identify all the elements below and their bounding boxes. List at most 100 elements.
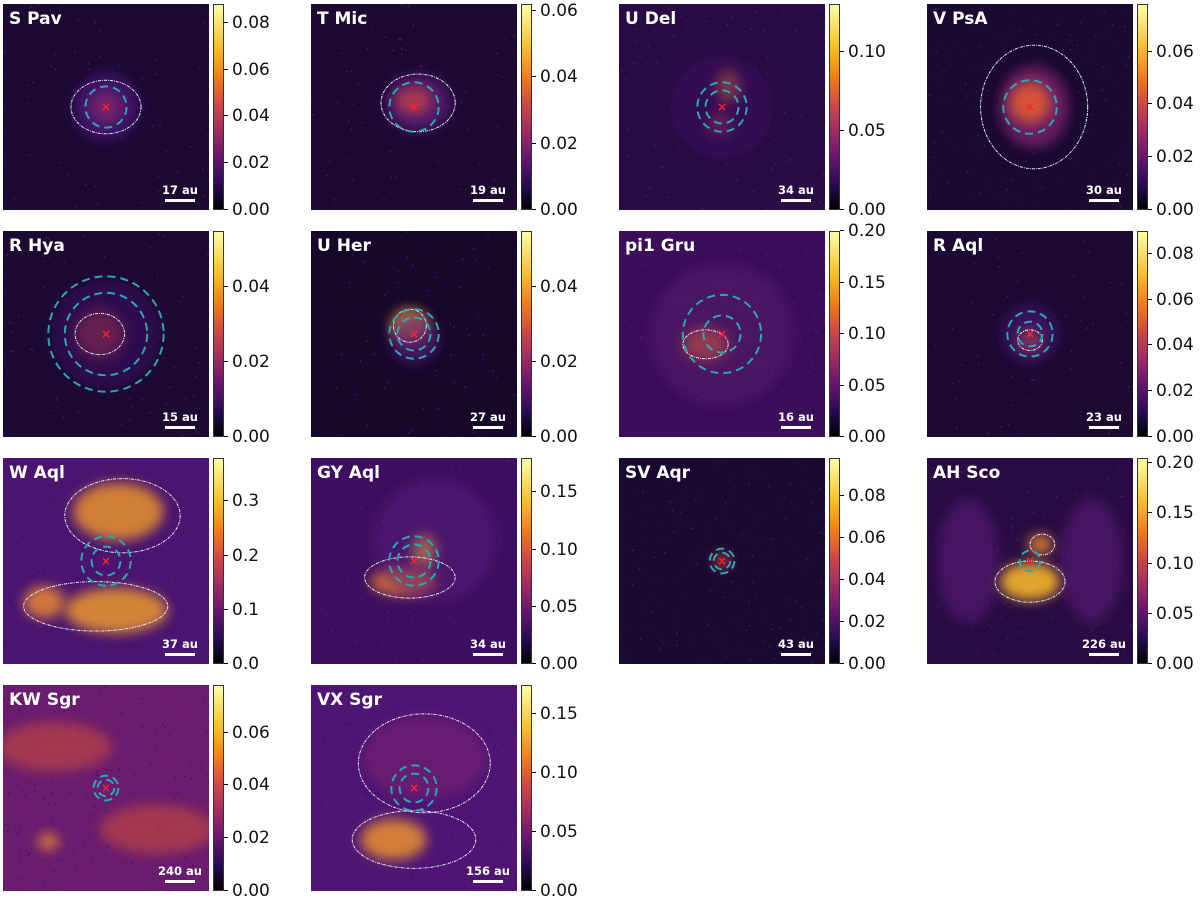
colorbar-tick-mark xyxy=(1148,390,1152,392)
colorbar-tick-mark xyxy=(224,209,228,210)
colorbar-tick: 0.08 xyxy=(1148,244,1200,264)
chart-panel: × KW Sgr 240 au 0.00 0.02 0.04 0.06 xyxy=(3,685,293,901)
colorbar-tick: 0.04 xyxy=(840,570,900,590)
colorbar-tick-mark xyxy=(1148,462,1152,464)
colorbar-tick-mark xyxy=(224,890,228,891)
emission-region xyxy=(372,478,497,603)
colorbar-tick-label: 0.00 xyxy=(540,200,578,220)
colorbar-ticks: 0.00 0.05 0.10 0.15 xyxy=(532,458,592,674)
colorbar-tick-label: 0.05 xyxy=(848,375,886,396)
colorbar-tick-label: 0.04 xyxy=(540,67,578,88)
scale-bar-label: 30 au xyxy=(1086,183,1122,197)
panel-title: T Mic xyxy=(317,9,368,29)
emission-region xyxy=(999,563,1061,601)
colorbar-tick-label: 0.15 xyxy=(540,482,578,503)
colorbar-tick-label: 0.00 xyxy=(848,654,886,674)
chart-panel: × U Her 27 au 0.00 0.02 0.04 xyxy=(311,231,601,447)
panel-title: S Pav xyxy=(9,9,62,29)
colorbar-tick-mark xyxy=(224,162,228,164)
colorbar-tick-label: 0.10 xyxy=(848,324,886,344)
contour-line xyxy=(392,308,427,343)
colorbar-tick: 0.06 xyxy=(1148,42,1200,62)
colorbar-tick-mark xyxy=(840,494,844,496)
dashed-ring xyxy=(388,81,440,133)
colorbar xyxy=(1137,458,1148,664)
contour-line xyxy=(682,329,729,360)
colorbar-tick-mark xyxy=(1148,50,1152,52)
colorbar-tick: 0.15 xyxy=(532,482,592,502)
colorbar-tick-mark xyxy=(840,578,844,580)
colorbar-tick-label: 0.04 xyxy=(1156,335,1194,356)
scale-bar-line xyxy=(781,653,811,656)
emission-region xyxy=(360,818,427,861)
colorbar-tick-label: 0.04 xyxy=(1156,94,1194,115)
colorbar-tick: 0.00 xyxy=(532,427,592,447)
colorbar-tick-label: 0.02 xyxy=(232,352,270,373)
scale-bar: 156 au xyxy=(466,864,510,883)
colorbar-tick: 0.06 xyxy=(1148,290,1200,310)
heatmap-svg: × xyxy=(311,4,517,210)
star-position-marker: × xyxy=(409,781,419,795)
emission-region xyxy=(1001,305,1059,363)
colorbar xyxy=(1137,231,1148,437)
contour-line xyxy=(74,312,126,356)
colorbar-tick-label: 0.00 xyxy=(540,427,578,447)
emission-region xyxy=(3,722,113,772)
colorbar xyxy=(213,231,224,437)
colorbar-tick-label: 0.04 xyxy=(540,277,578,298)
star-position-marker: × xyxy=(1025,554,1035,568)
heatmap-image: × SV Aqr 43 au xyxy=(619,458,825,664)
colorbar-tick-mark xyxy=(224,663,228,664)
colorbar-tick-label: 0.04 xyxy=(232,277,270,298)
colorbar xyxy=(829,4,840,210)
scale-bar-label: 17 au xyxy=(162,183,198,197)
colorbar-tick: 0.00 xyxy=(840,427,900,447)
scale-bar-label: 226 au xyxy=(1082,637,1126,651)
heatmap-image: × pi1 Gru 16 au xyxy=(619,231,825,437)
scale-bar-line xyxy=(473,199,503,202)
dashed-ring xyxy=(702,314,742,354)
panel-title: R Hya xyxy=(9,236,65,256)
colorbar-tick: 0.05 xyxy=(840,121,900,141)
panel-title: SV Aqr xyxy=(625,463,691,483)
dashed-ring xyxy=(712,551,732,571)
colorbar-ticks: 0.00 0.02 0.04 0.06 0.08 xyxy=(224,4,284,220)
star-position-marker: × xyxy=(1025,100,1035,114)
colorbar-tick: 0.02 xyxy=(1148,381,1200,401)
star-position-marker: × xyxy=(717,554,727,568)
colorbar-tick: 0.00 xyxy=(532,654,592,674)
emission-region xyxy=(1060,499,1123,623)
colorbar-tick-mark xyxy=(532,713,536,715)
heatmap-svg: × xyxy=(927,4,1133,210)
scale-bar: 37 au xyxy=(162,637,198,656)
emission-region xyxy=(23,585,65,619)
colorbar-tick: 0.3 xyxy=(224,491,284,511)
scale-bar-label: 34 au xyxy=(778,183,814,197)
scale-bar-line xyxy=(165,426,195,429)
colorbar-tick-mark xyxy=(1148,512,1152,514)
scale-bar-label: 19 au xyxy=(470,183,506,197)
emission-region xyxy=(937,499,1000,623)
scale-bar-line xyxy=(781,199,811,202)
scale-bar: 30 au xyxy=(1086,183,1122,202)
colorbar-ticks: 0.00 0.05 0.10 0.15 xyxy=(532,685,592,901)
colorbar xyxy=(521,4,532,210)
colorbar-tick-mark xyxy=(532,663,536,664)
colorbar-tick-label: 0.06 xyxy=(540,0,578,21)
colorbar-tick: 0.15 xyxy=(1148,503,1200,523)
dashed-ring xyxy=(398,772,430,804)
colorbar-tick: 0.15 xyxy=(840,273,900,293)
heatmap-svg: × xyxy=(311,458,517,664)
colorbar-tick-label: 0.00 xyxy=(540,654,578,674)
colorbar xyxy=(213,4,224,210)
heatmap-svg: × xyxy=(927,231,1133,437)
star-position-marker: × xyxy=(409,327,419,341)
scale-bar: 15 au xyxy=(162,410,198,429)
colorbar-tick: 0.05 xyxy=(532,822,592,842)
chart-panel: × U Del 34 au 0.00 0.05 0.10 xyxy=(619,4,909,220)
heatmap-image: × R Aql 23 au xyxy=(927,231,1133,437)
heatmap-image: × R Hya 15 au xyxy=(3,231,209,437)
colorbar-tick-label: 0.00 xyxy=(232,427,270,447)
scale-bar-line xyxy=(781,426,811,429)
colorbar-tick: 0.06 xyxy=(224,60,284,80)
